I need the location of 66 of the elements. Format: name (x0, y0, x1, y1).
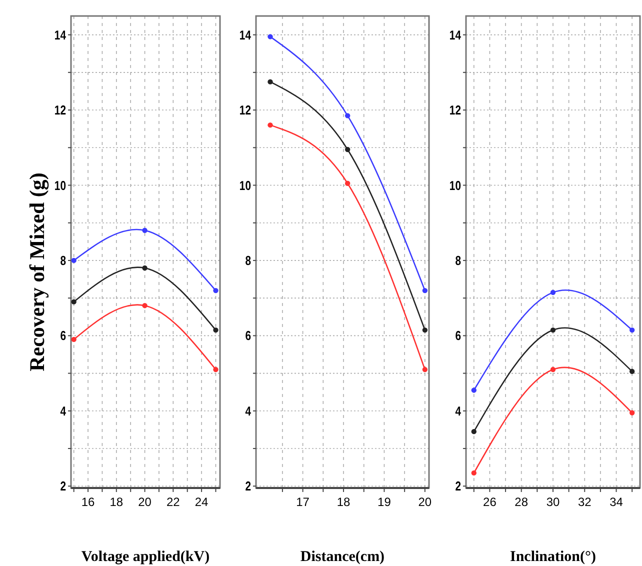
x-tick-label: 28 (514, 495, 528, 509)
y-tick-label: 12 (54, 104, 66, 118)
x-tick-label: 34 (610, 495, 624, 509)
y-tick-label: 8 (245, 254, 252, 268)
point (142, 302, 148, 308)
point (550, 327, 556, 333)
point (71, 299, 76, 304)
x-axis-title: Inclination(°) (510, 549, 596, 565)
point (629, 410, 635, 416)
x-tick-label: 16 (81, 495, 96, 509)
y-tick-label: 14 (239, 28, 252, 43)
y-tick-label: 6 (455, 329, 462, 344)
point (471, 470, 477, 476)
point (422, 288, 428, 294)
x-tick-label: 20 (138, 495, 152, 509)
point (268, 34, 273, 40)
y-tick-label: 2 (455, 480, 462, 494)
point (422, 366, 428, 372)
x-tick-label: 30 (546, 495, 560, 509)
y-tick-label: 6 (60, 329, 66, 344)
point (629, 368, 635, 374)
y-tick-label: 4 (60, 404, 66, 419)
point (344, 113, 350, 118)
point (550, 366, 556, 372)
y-tick-label: 8 (455, 254, 462, 268)
y-tick-label: 10 (449, 178, 462, 194)
x-tick-label: 24 (194, 495, 209, 509)
x-tick-label: 19 (378, 495, 392, 509)
point (268, 122, 273, 128)
x-axis-title: Distance(cm) (300, 549, 385, 565)
point (471, 388, 477, 393)
point (471, 428, 477, 434)
y-tick-label: 14 (54, 28, 66, 43)
point (344, 146, 350, 152)
y-tick-label: 10 (239, 178, 252, 194)
y-tick-label: 10 (54, 178, 66, 194)
x-tick-label: 20 (418, 495, 432, 509)
y-tick-label: 12 (449, 104, 462, 118)
point (422, 327, 428, 333)
point (213, 288, 218, 294)
point (142, 265, 148, 271)
y-tick-label: 14 (449, 28, 462, 43)
x-axis-title: Voltage applied(kV) (81, 549, 210, 565)
x-tick-label: 32 (578, 495, 592, 509)
point (213, 366, 218, 372)
x-tick-label: 18 (110, 495, 124, 509)
point (71, 258, 76, 264)
x-tick-label: 17 (296, 495, 310, 509)
point (550, 290, 556, 296)
x-tick-label: 26 (483, 495, 497, 509)
x-tick-label: 18 (336, 495, 351, 509)
point (268, 79, 273, 84)
y-tick-label: 6 (245, 329, 252, 344)
x-tick-label: 22 (166, 495, 180, 509)
y-tick-label: 4 (245, 404, 252, 419)
y-tick-label: 2 (245, 480, 252, 494)
y-axis-title: Recovery of Mixed (g) (25, 172, 49, 372)
y-tick-label: 4 (455, 404, 462, 419)
point (71, 336, 76, 342)
point (344, 180, 350, 186)
y-tick-label: 8 (60, 254, 66, 268)
y-tick-label: 2 (60, 480, 66, 494)
point (142, 228, 148, 233)
point (213, 327, 218, 333)
y-tick-label: 12 (239, 104, 252, 118)
point (629, 327, 635, 333)
